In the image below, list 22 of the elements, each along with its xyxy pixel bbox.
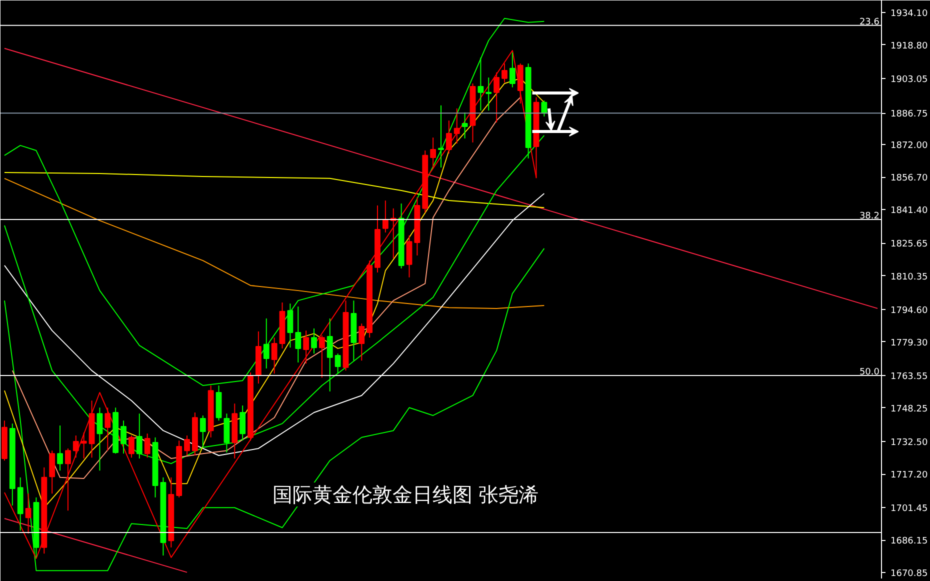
y-tick-label: 1701.45 <box>890 504 928 514</box>
y-tick-label: 1732.50 <box>890 438 928 448</box>
y-tick-label: 1903.05 <box>890 74 928 85</box>
y-tick-label: 1841.40 <box>890 206 928 216</box>
y-tick-label: 1686.15 <box>890 536 928 547</box>
y-tick-label: 1810.35 <box>890 272 928 282</box>
y-tick-label: 1934.10 <box>890 8 928 19</box>
y-tick-label: 1763.55 <box>890 372 928 382</box>
y-tick-label: 1918.80 <box>890 41 928 52</box>
y-tick-label: 1717.20 <box>890 470 928 481</box>
y-tick-label: 1779.30 <box>890 338 928 348</box>
y-tick-label: 1886.75 <box>890 110 928 120</box>
annotation: 38.2 <box>859 211 880 222</box>
text: 国际黄金伦敦金日线图 张尧浠 <box>272 482 539 506</box>
y-tick-label: 1856.70 <box>890 174 928 184</box>
annotation: 50.0 <box>859 367 880 378</box>
y-tick-label: 1872.00 <box>890 141 928 152</box>
y-tick-label: 1825.65 <box>890 240 928 250</box>
annotation: 23.6 <box>859 17 880 28</box>
y-tick-label: 1748.25 <box>890 404 928 414</box>
y-tick-label: 1794.60 <box>890 306 928 316</box>
y-tick-label: 1670.85 <box>890 569 928 580</box>
